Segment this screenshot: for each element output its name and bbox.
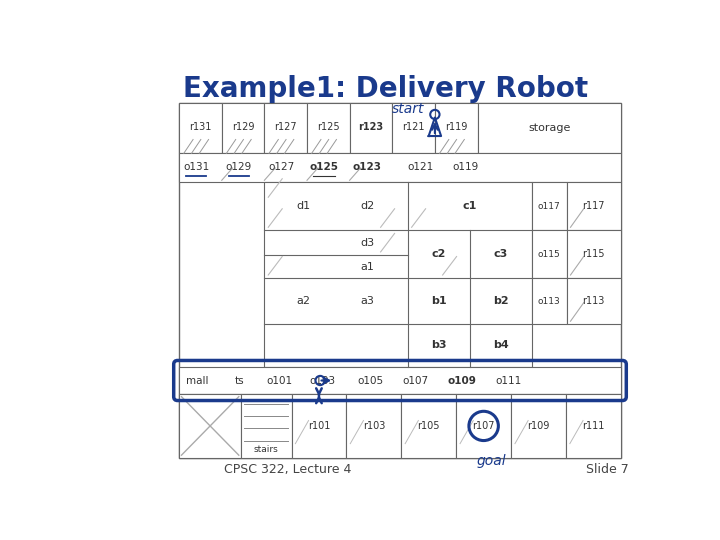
Text: r119: r119 (445, 122, 467, 132)
Text: o107: o107 (402, 375, 428, 386)
Text: o123: o123 (352, 162, 381, 172)
Text: Example1: Delivery Robot: Example1: Delivery Robot (183, 76, 588, 104)
Text: o127: o127 (269, 162, 294, 172)
Bar (566, 394, 621, 457)
Text: o101: o101 (267, 375, 293, 386)
Bar (222, 103, 264, 153)
Text: goal: goal (477, 454, 506, 468)
Text: c1: c1 (462, 201, 477, 211)
Text: r129: r129 (232, 122, 254, 132)
Bar (435, 103, 477, 153)
Text: r117: r117 (582, 201, 605, 211)
Bar (567, 231, 621, 278)
Text: o129: o129 (225, 162, 252, 172)
Text: o131: o131 (183, 162, 210, 172)
Text: b2: b2 (493, 296, 508, 306)
Text: r115: r115 (582, 249, 605, 259)
Bar (567, 278, 621, 325)
Bar (179, 394, 241, 457)
Text: o105: o105 (358, 375, 384, 386)
Text: r111: r111 (582, 421, 605, 431)
Text: r107: r107 (472, 421, 495, 431)
Text: r103: r103 (363, 421, 385, 431)
Bar (307, 103, 350, 153)
Text: a2: a2 (296, 296, 310, 306)
Text: o109: o109 (448, 375, 477, 386)
Text: r105: r105 (418, 421, 440, 431)
Text: o117: o117 (538, 201, 561, 211)
Text: d3: d3 (361, 238, 374, 248)
Bar (350, 103, 392, 153)
Bar (179, 153, 621, 182)
Text: o121: o121 (408, 162, 434, 172)
Text: start: start (392, 102, 424, 116)
Text: ts: ts (235, 375, 244, 386)
Text: mall: mall (186, 375, 208, 386)
Bar (346, 394, 401, 457)
Bar (179, 394, 621, 457)
Text: r121: r121 (402, 122, 425, 132)
Bar (511, 394, 566, 457)
Bar (264, 103, 307, 153)
Text: o119: o119 (453, 162, 479, 172)
Bar (392, 103, 435, 153)
Text: c2: c2 (431, 249, 446, 259)
Text: CPSC 322, Lecture 4: CPSC 322, Lecture 4 (224, 463, 351, 476)
Text: d2: d2 (361, 201, 374, 211)
Text: stairs: stairs (254, 446, 279, 454)
Bar (179, 103, 222, 153)
Text: a3: a3 (361, 296, 374, 306)
Text: o125: o125 (310, 162, 338, 172)
Text: b1: b1 (431, 296, 446, 306)
Bar (532, 278, 567, 325)
Bar (567, 182, 621, 231)
Text: r123: r123 (359, 122, 384, 132)
Text: r109: r109 (527, 421, 549, 431)
Bar (532, 182, 567, 231)
Text: o115: o115 (538, 249, 561, 259)
Bar (456, 394, 511, 457)
Bar (179, 367, 621, 394)
Bar (477, 103, 621, 153)
Text: d1: d1 (296, 201, 310, 211)
Text: b4: b4 (493, 340, 508, 350)
Text: c3: c3 (494, 249, 508, 259)
Bar (401, 394, 456, 457)
Bar (532, 231, 567, 278)
Text: o103: o103 (310, 375, 336, 386)
Text: r101: r101 (307, 421, 330, 431)
Text: o111: o111 (495, 375, 521, 386)
Text: a1: a1 (361, 261, 374, 272)
Text: r113: r113 (582, 296, 605, 306)
Text: b3: b3 (431, 340, 446, 350)
Bar (292, 394, 346, 457)
Bar (179, 103, 621, 457)
Text: o113: o113 (538, 296, 561, 306)
Text: r131: r131 (189, 122, 212, 132)
Text: r127: r127 (274, 122, 297, 132)
Bar (241, 394, 292, 457)
Text: r125: r125 (317, 122, 340, 132)
Text: Slide 7: Slide 7 (586, 463, 629, 476)
Bar (264, 182, 532, 367)
Text: storage: storage (528, 123, 570, 133)
